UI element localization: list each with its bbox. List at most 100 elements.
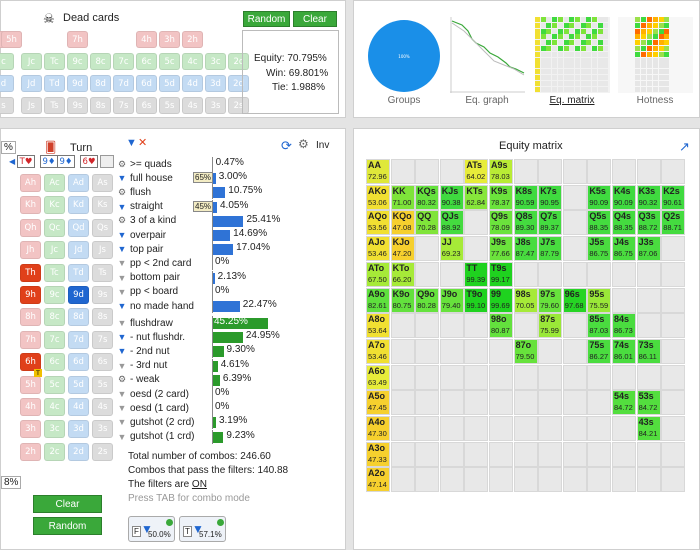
card-2c[interactable]: 2c bbox=[44, 442, 65, 461]
card-Qc[interactable]: Qc bbox=[44, 218, 65, 237]
card-Jc[interactable]: Jc bbox=[44, 241, 65, 260]
filter-icon[interactable]: ▼ bbox=[117, 258, 127, 269]
matrix-cell-J5s[interactable]: J5s 86.75 bbox=[587, 236, 612, 262]
dead-card-2s[interactable]: 2s bbox=[228, 97, 249, 114]
dead-card-2c[interactable]: 2c bbox=[228, 53, 249, 70]
matrix-cell-J8s[interactable]: J8s 87.47 bbox=[513, 236, 538, 262]
matrix-empty-cell[interactable] bbox=[562, 159, 587, 184]
random-range-button[interactable]: Random bbox=[33, 517, 102, 535]
draw-8-row[interactable]: ▼ gutshot (1 crd) bbox=[117, 430, 195, 444]
matrix-empty-cell[interactable] bbox=[587, 390, 612, 416]
matrix-empty-cell[interactable] bbox=[612, 261, 636, 287]
matrix-empty-cell[interactable] bbox=[538, 261, 563, 287]
dead-card-6c[interactable]: 6c bbox=[136, 53, 157, 70]
card-4h[interactable]: 4h bbox=[20, 398, 41, 416]
matrix-cell-Q9s[interactable]: Q9s 78.09 bbox=[489, 210, 513, 236]
dead-card-7d[interactable]: 7d bbox=[113, 75, 134, 92]
matrix-empty-cell[interactable] bbox=[587, 159, 612, 184]
matrix-empty-cell[interactable] bbox=[538, 338, 563, 364]
card-Jd[interactable]: Jd bbox=[68, 241, 89, 260]
dead-card-8s[interactable]: 8s bbox=[90, 97, 111, 114]
matrix-empty-cell[interactable] bbox=[612, 364, 636, 390]
matrix-empty-cell[interactable] bbox=[390, 390, 415, 416]
matrix-cell-T9s[interactable]: T9s 99.17 bbox=[489, 261, 513, 287]
filter-icon[interactable]: ▼ bbox=[117, 332, 127, 343]
matrix-empty-cell[interactable] bbox=[538, 416, 563, 441]
matrix-empty-cell[interactable] bbox=[390, 159, 415, 184]
matrix-cell-K5s[interactable]: K5s 90.09 bbox=[587, 184, 612, 210]
matrix-empty-cell[interactable] bbox=[636, 287, 661, 313]
card-8d[interactable]: 8d bbox=[68, 308, 89, 327]
card-2s[interactable]: 2s bbox=[92, 442, 113, 461]
card-9h[interactable]: 9h bbox=[20, 286, 41, 304]
matrix-cell-A2o[interactable]: A2o 47.14 bbox=[366, 467, 390, 493]
matrix-cell-95s[interactable]: 95s 75.59 bbox=[587, 287, 612, 313]
card-9d[interactable]: 9d bbox=[68, 286, 89, 304]
eq-graph-thumbnail[interactable] bbox=[450, 17, 525, 93]
card-Js[interactable]: Js bbox=[92, 241, 113, 260]
popout-icon[interactable]: ↗ bbox=[679, 139, 690, 154]
matrix-empty-cell[interactable] bbox=[415, 236, 440, 262]
matrix-empty-cell[interactable] bbox=[636, 159, 661, 184]
dead-card-Js[interactable]: Js bbox=[21, 97, 42, 114]
matrix-empty-cell[interactable] bbox=[636, 364, 661, 390]
matrix-empty-cell[interactable] bbox=[562, 390, 587, 416]
card-4s[interactable]: 4s bbox=[92, 398, 113, 416]
matrix-empty-cell[interactable] bbox=[489, 467, 513, 493]
card-Ah[interactable]: Ah bbox=[20, 174, 41, 192]
matrix-empty-cell[interactable] bbox=[562, 338, 587, 364]
filter-icon[interactable]: ▼ bbox=[117, 318, 127, 328]
empty-board-slot[interactable] bbox=[100, 155, 114, 168]
matrix-empty-cell[interactable] bbox=[562, 441, 587, 467]
hotness-thumbnail[interactable] bbox=[618, 17, 693, 93]
matrix-empty-cell[interactable] bbox=[513, 441, 538, 467]
dead-card-8d[interactable]: 8d bbox=[90, 75, 111, 92]
tab-eq-graph[interactable]: Eq. graph bbox=[465, 95, 509, 106]
matrix-cell-A9o[interactable]: A9o 82.61 bbox=[366, 287, 390, 313]
matrix-cell-Q4s[interactable]: Q4s 88.35 bbox=[612, 210, 636, 236]
card-7c[interactable]: 7c bbox=[44, 330, 65, 349]
matrix-cell-QJs[interactable]: QJs 88.92 bbox=[439, 210, 464, 236]
dead-card-3h[interactable]: 3h bbox=[159, 31, 180, 48]
matrix-empty-cell[interactable] bbox=[489, 390, 513, 416]
matrix-empty-cell[interactable] bbox=[415, 441, 440, 467]
stat-0-row[interactable]: ⚙ >= quads bbox=[117, 157, 172, 171]
left-arrow-icon[interactable]: ◀ bbox=[9, 157, 16, 166]
clear-filter-icon[interactable]: ✕ bbox=[138, 137, 148, 149]
card-3c[interactable]: 3c bbox=[44, 420, 65, 439]
matrix-empty-cell[interactable] bbox=[415, 390, 440, 416]
matrix-empty-cell[interactable] bbox=[513, 364, 538, 390]
card-Qh[interactable]: Qh bbox=[20, 218, 41, 237]
matrix-empty-cell[interactable] bbox=[489, 441, 513, 467]
draw-5-row[interactable]: ▼ oesd (2 card) bbox=[117, 387, 189, 401]
dead-card-Jd[interactable]: Jd bbox=[21, 75, 42, 92]
matrix-empty-cell[interactable] bbox=[636, 441, 661, 467]
matrix-empty-cell[interactable] bbox=[661, 364, 686, 390]
matrix-cell-K9s[interactable]: K9s 78.37 bbox=[489, 184, 513, 210]
card-7d[interactable]: 7d bbox=[68, 330, 89, 349]
dead-card-3d[interactable]: 3d bbox=[205, 75, 226, 92]
stat-8-row[interactable]: ▼ bottom pair bbox=[117, 271, 181, 285]
filter-icon[interactable]: ▼ bbox=[117, 431, 127, 442]
filter-icon[interactable]: ▼ bbox=[117, 389, 127, 399]
stat-2-row[interactable]: ⚙ flush bbox=[117, 185, 151, 199]
dead-card-Ts[interactable]: Ts bbox=[44, 97, 65, 114]
stat-6-row[interactable]: ▼ top pair bbox=[117, 242, 164, 256]
matrix-cell-K4s[interactable]: K4s 90.09 bbox=[612, 184, 636, 210]
matrix-cell-K2s[interactable]: K2s 90.61 bbox=[661, 184, 686, 210]
matrix-empty-cell[interactable] bbox=[439, 467, 464, 493]
dead-card-8c[interactable]: 8c bbox=[90, 53, 111, 70]
matrix-cell-AKo[interactable]: AKo 53.06 bbox=[366, 184, 390, 210]
card-7h[interactable]: 7h bbox=[20, 330, 41, 349]
matrix-empty-cell[interactable] bbox=[390, 416, 415, 441]
matrix-empty-cell[interactable] bbox=[439, 390, 464, 416]
card-6s[interactable]: 6s bbox=[92, 353, 113, 372]
board-card[interactable]: 9♦ bbox=[40, 155, 58, 168]
board-card[interactable]: T♥ bbox=[17, 155, 35, 168]
dead-card-6s[interactable]: 6s bbox=[136, 97, 157, 114]
flop-filter-button[interactable]: F ▼ 50.0% bbox=[128, 516, 175, 542]
card-9s[interactable]: 9s bbox=[92, 286, 113, 304]
matrix-cell-A5o[interactable]: A5o 47.45 bbox=[366, 390, 390, 416]
matrix-cell-84s[interactable]: 84s 86.73 bbox=[612, 313, 636, 339]
dead-card-7s[interactable]: 7s bbox=[113, 97, 134, 114]
